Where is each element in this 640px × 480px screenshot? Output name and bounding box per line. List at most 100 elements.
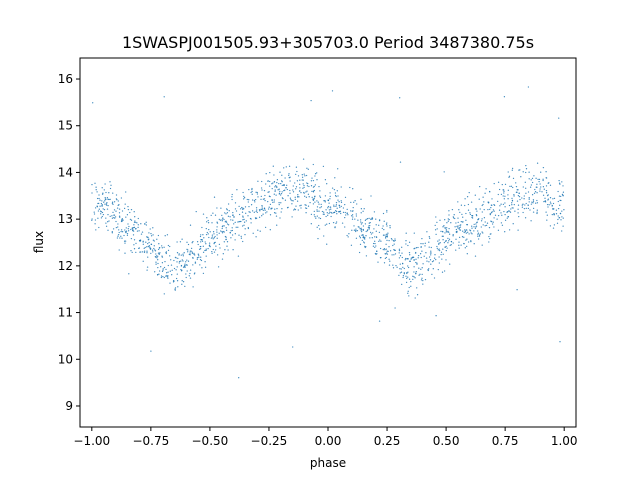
- data-point: [352, 210, 354, 212]
- data-point: [264, 194, 266, 197]
- data-point: [140, 233, 143, 235]
- data-point: [317, 201, 319, 203]
- data-point: [324, 179, 327, 181]
- data-point: [198, 254, 200, 256]
- data-point: [225, 213, 227, 215]
- data-point: [506, 217, 508, 219]
- data-point: [446, 231, 448, 233]
- data-point: [290, 199, 292, 201]
- data-point: [502, 203, 505, 206]
- data-point: [515, 182, 517, 184]
- data-point: [436, 221, 438, 224]
- data-point: [148, 232, 150, 234]
- data-point: [185, 276, 187, 279]
- data-point: [523, 198, 525, 200]
- data-point: [189, 224, 192, 226]
- data-point: [158, 270, 161, 272]
- data-point: [446, 247, 448, 249]
- data-point: [374, 236, 376, 238]
- data-point: [108, 220, 110, 222]
- data-point: [507, 198, 509, 200]
- data-point: [481, 204, 483, 207]
- data-point: [399, 255, 402, 257]
- data-point: [221, 232, 224, 234]
- x-tick-label: −0.75: [132, 434, 169, 448]
- data-point: [285, 187, 287, 189]
- data-point: [447, 218, 449, 220]
- data-point: [228, 210, 230, 212]
- data-point: [404, 259, 406, 261]
- data-point: [107, 229, 109, 231]
- data-point: [399, 263, 401, 265]
- data-point: [267, 200, 269, 203]
- data-point: [208, 245, 211, 247]
- data-point: [399, 161, 402, 163]
- data-point: [453, 214, 455, 216]
- data-point: [188, 275, 190, 277]
- data-point: [528, 198, 530, 200]
- data-point: [147, 242, 149, 245]
- data-point: [325, 215, 327, 218]
- data-point: [435, 216, 437, 218]
- data-point: [523, 207, 526, 210]
- data-point: [274, 185, 277, 187]
- data-point: [117, 226, 119, 228]
- data-point: [466, 229, 468, 231]
- data-point: [91, 219, 93, 221]
- data-point: [407, 276, 409, 278]
- data-point: [334, 177, 336, 179]
- data-point: [243, 224, 245, 226]
- data-point: [524, 217, 527, 219]
- data-point: [157, 262, 159, 265]
- data-point: [110, 184, 112, 186]
- data-point: [428, 236, 430, 238]
- data-point: [430, 246, 432, 249]
- data-point: [250, 222, 252, 224]
- data-point: [212, 248, 214, 251]
- data-point: [106, 197, 109, 199]
- data-point: [542, 186, 545, 188]
- data-point: [459, 226, 462, 228]
- data-point: [219, 247, 221, 249]
- data-point: [408, 295, 410, 297]
- data-point: [511, 169, 513, 171]
- data-point: [200, 238, 202, 241]
- data-point: [356, 229, 359, 232]
- data-point: [536, 192, 538, 194]
- data-point: [471, 216, 473, 219]
- data-point: [115, 226, 118, 229]
- data-point: [359, 237, 362, 239]
- data-point: [407, 292, 409, 294]
- data-point: [511, 202, 513, 204]
- data-point: [229, 232, 231, 234]
- data-point: [268, 191, 270, 193]
- data-point: [126, 234, 129, 236]
- data-point: [276, 224, 278, 226]
- data-point: [522, 211, 524, 214]
- data-point: [374, 242, 376, 245]
- data-point: [375, 224, 377, 226]
- data-point: [362, 235, 364, 237]
- data-point: [361, 222, 363, 224]
- data-point: [428, 246, 430, 248]
- data-point: [401, 246, 403, 248]
- data-point: [302, 187, 304, 189]
- data-point: [234, 239, 236, 241]
- data-point: [413, 259, 415, 261]
- data-point: [558, 195, 561, 197]
- data-point: [484, 221, 486, 223]
- data-point: [300, 204, 302, 206]
- data-point: [473, 223, 475, 226]
- data-point: [278, 203, 280, 206]
- data-point: [184, 266, 186, 268]
- data-point: [319, 196, 322, 198]
- data-point: [490, 220, 493, 223]
- data-point: [194, 261, 197, 263]
- data-point: [384, 249, 386, 251]
- data-point: [532, 200, 535, 202]
- data-point: [255, 207, 258, 209]
- data-point: [473, 230, 475, 232]
- data-point: [395, 264, 397, 267]
- data-point: [516, 200, 519, 202]
- data-point: [138, 247, 141, 249]
